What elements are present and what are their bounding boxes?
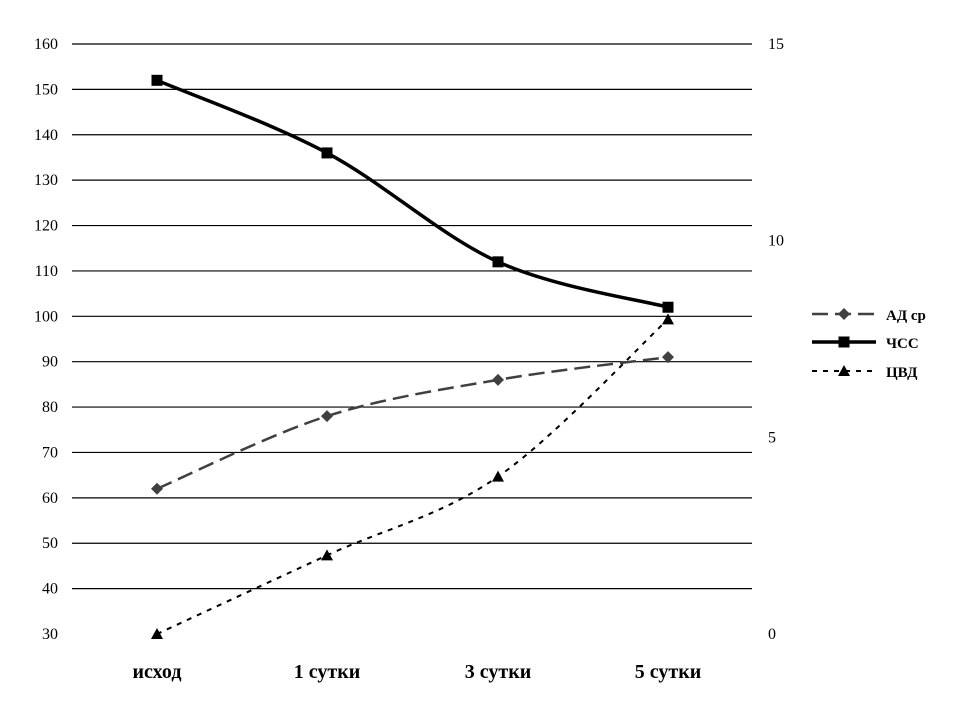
data-point-diamond (492, 373, 504, 386)
category-labels: исход 1 сутки 3 сутки 5 сутки (133, 661, 702, 683)
series-triangle (151, 313, 674, 639)
data-point-triangle (151, 628, 163, 639)
legend-label: АД ср (886, 308, 926, 324)
series-line (156, 318, 669, 635)
legend-label: ЧСС (886, 336, 919, 352)
data-point-square (492, 256, 504, 268)
data-point-triangle (492, 470, 504, 482)
y-left-tick-label: 50 (42, 535, 58, 552)
y-left-tick-label: 40 (42, 581, 58, 598)
y-left-tick-label: 150 (34, 81, 58, 98)
legend-marker (838, 365, 850, 376)
series-layer (151, 74, 674, 639)
legend-marker (838, 336, 850, 348)
data-point-triangle (321, 549, 333, 561)
y-left-tick-label: 130 (34, 172, 58, 189)
y-left-tick-label: 70 (42, 444, 58, 461)
data-point-square (321, 147, 333, 159)
y-left-tick-label: 30 (42, 626, 58, 643)
series-diamond (151, 351, 674, 495)
series-line (156, 355, 669, 490)
y-left-tick-label: 160 (34, 36, 58, 53)
y-left-tick-label: 90 (42, 354, 58, 371)
data-point-triangle (662, 313, 674, 325)
y-left-tick-label: 60 (42, 490, 58, 507)
gridlines (72, 43, 752, 590)
x-category-label: 1 сутки (294, 661, 360, 683)
legend-marker (838, 308, 850, 320)
y-left-tick-label: 80 (42, 399, 58, 416)
y-right-tick-label: 15 (768, 36, 784, 53)
legend: АД ср ЧСС ЦВД (812, 308, 926, 381)
y-right-tick-label: 5 (768, 429, 776, 446)
x-category-label: исход (133, 661, 182, 683)
y-right-tick-label: 0 (768, 626, 776, 643)
x-category-label: 3 сутки (465, 661, 531, 683)
y-left-tick-label: 110 (35, 263, 58, 280)
data-point-diamond (662, 351, 674, 364)
series-line (156, 78, 669, 309)
right-axis-ticks: 0 5 10 15 (768, 36, 784, 643)
data-point-square (151, 74, 163, 86)
y-left-tick-label: 120 (34, 218, 58, 235)
left-axis-ticks: 30 40 50 60 70 80 90 100 110 120 130 140 150 160 (34, 36, 58, 643)
series-square (151, 74, 674, 313)
y-right-tick-label: 10 (768, 233, 784, 250)
y-left-tick-label: 140 (34, 127, 58, 144)
y-left-tick-label: 100 (34, 308, 58, 325)
data-point-square (662, 301, 674, 313)
data-point-diamond (321, 410, 333, 423)
x-category-label: 5 сутки (635, 661, 701, 683)
data-point-diamond (151, 482, 163, 495)
legend-label: ЦВД (886, 365, 918, 381)
